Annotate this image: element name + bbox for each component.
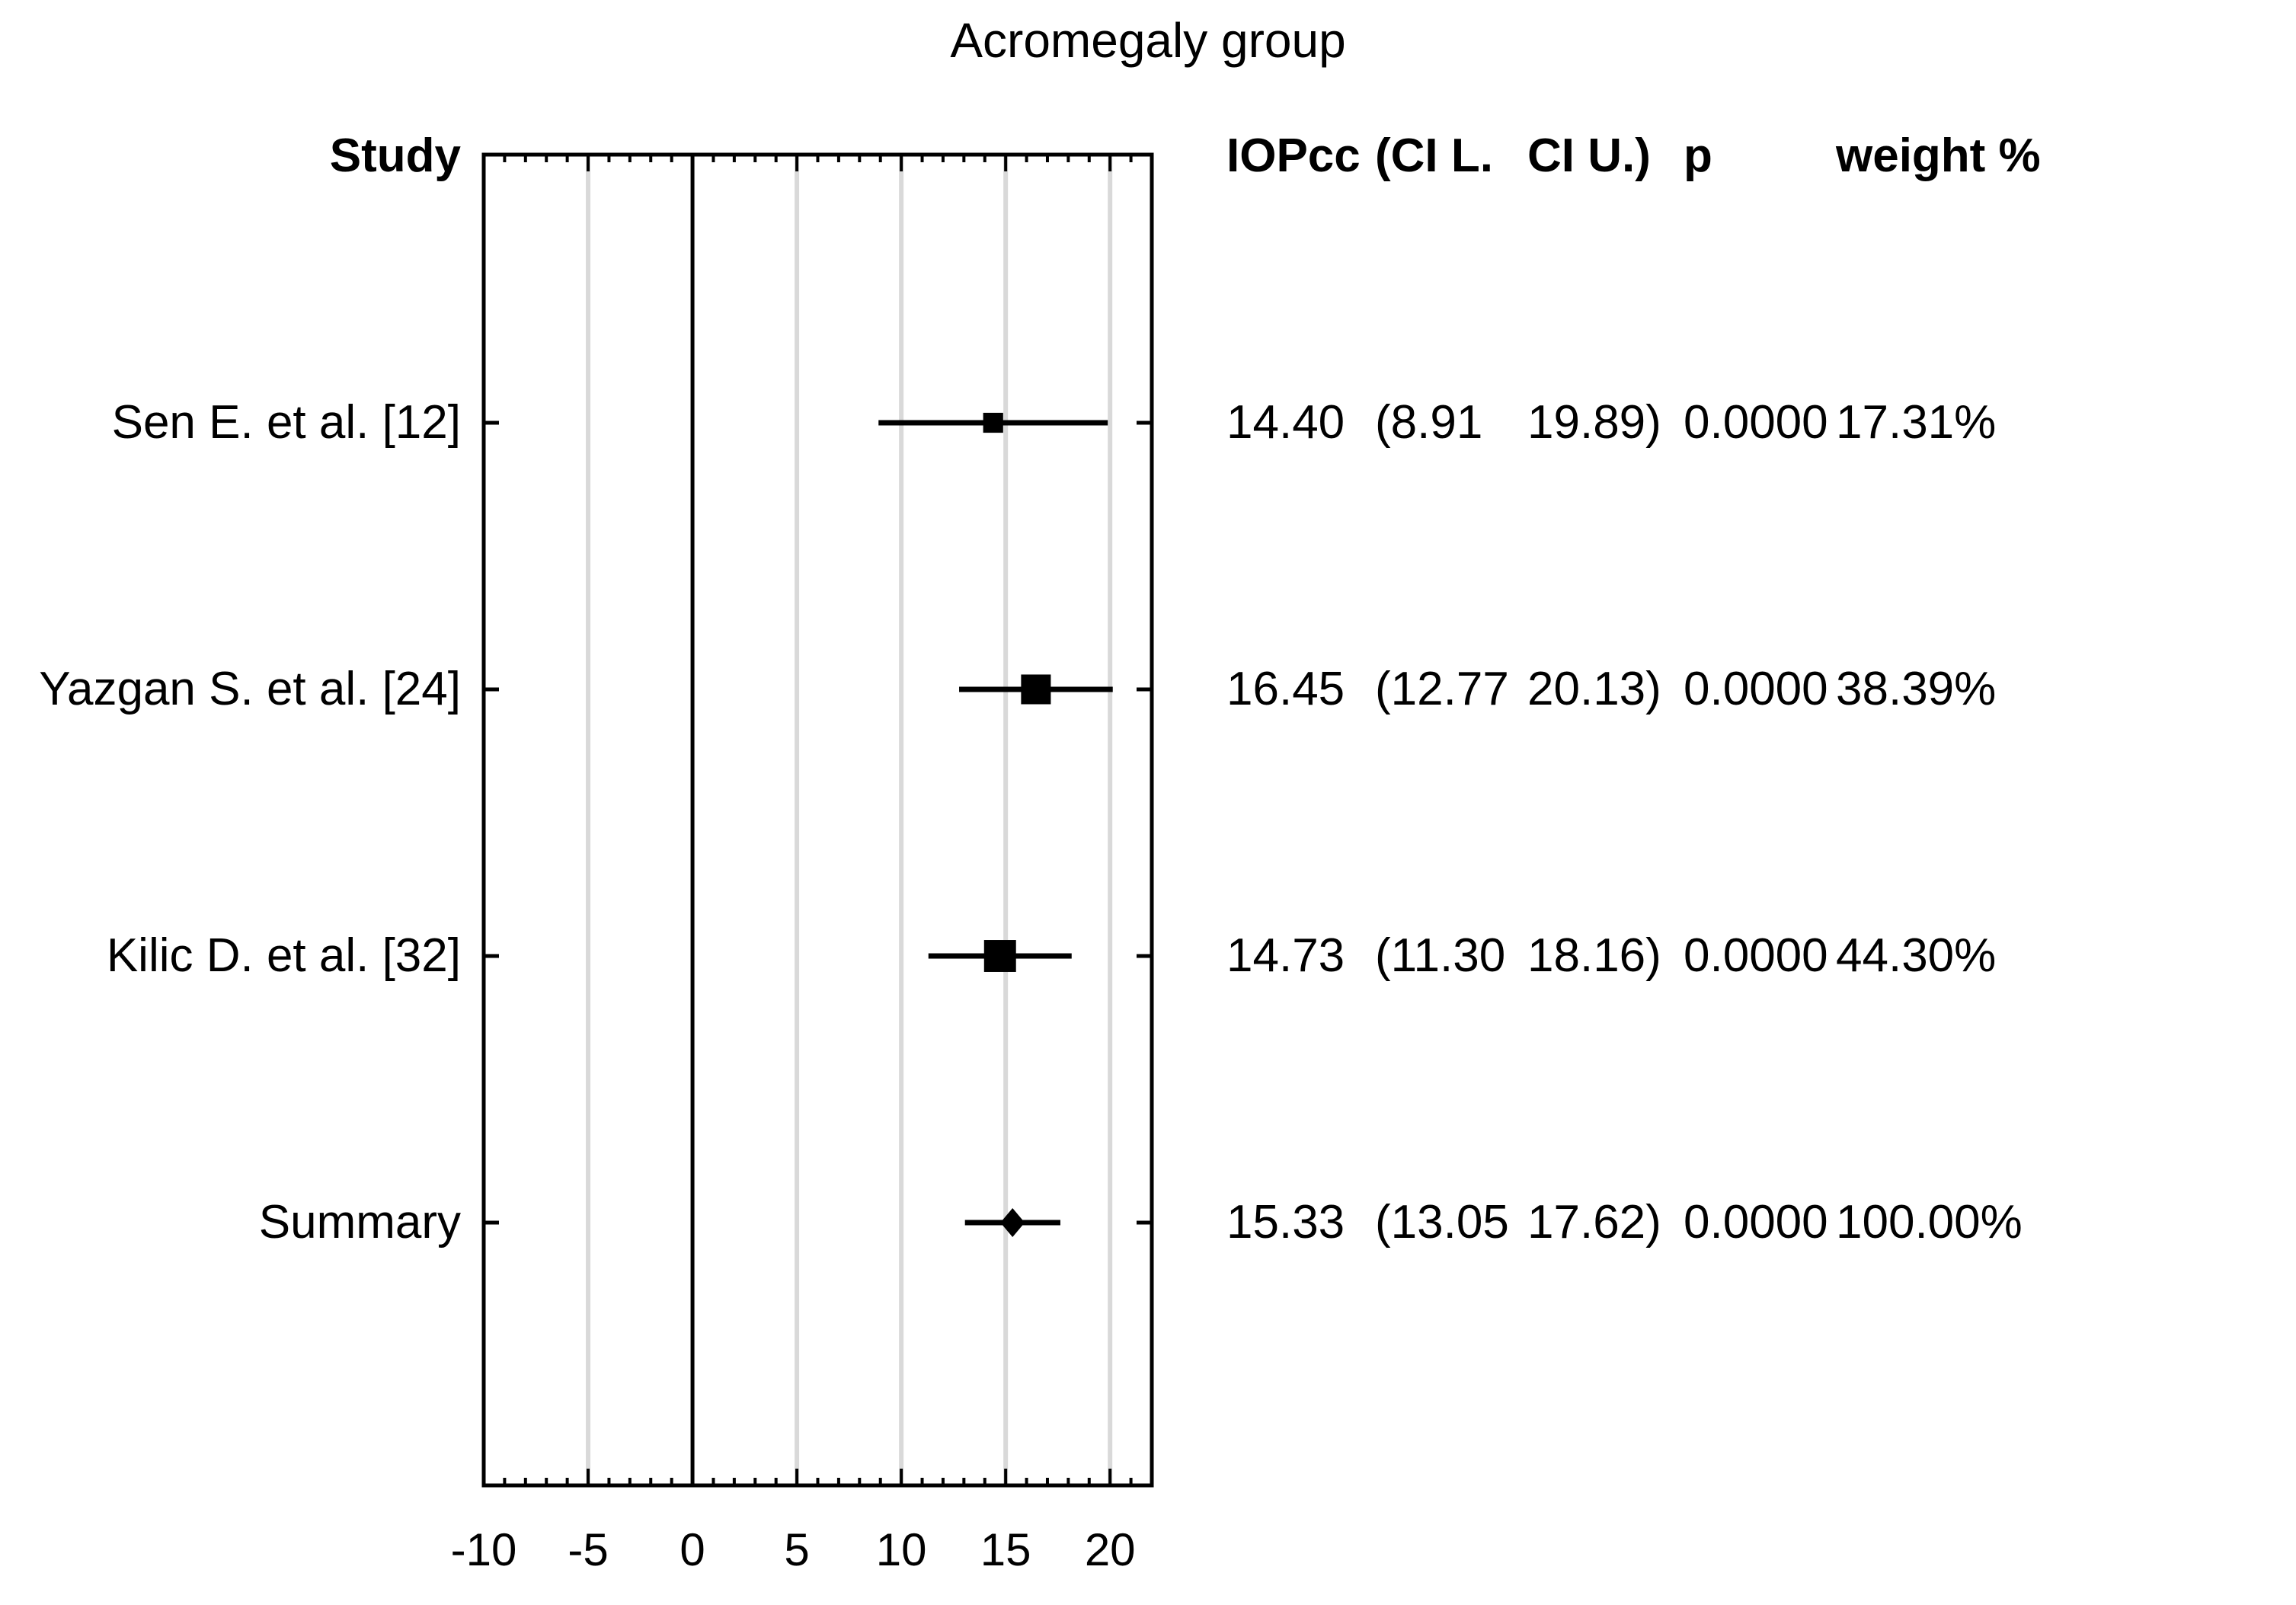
column-header-study: Study — [329, 129, 461, 182]
weight-value: 17.31% — [1836, 396, 1997, 449]
weight-value: 100.00% — [1836, 1196, 2023, 1249]
column-header-ci-upper: CI U.) — [1527, 129, 1651, 182]
column-header-p: p — [1684, 129, 1712, 182]
svg-text:-10: -10 — [451, 1524, 517, 1575]
ci-lower-value: (12.77 — [1375, 663, 1509, 715]
svg-text:5: 5 — [784, 1524, 809, 1575]
svg-text:10: 10 — [876, 1524, 927, 1575]
study-label: Yazgan S. et al. [24] — [39, 663, 461, 715]
svg-text:-5: -5 — [568, 1524, 608, 1575]
ci-upper-value: 19.89) — [1527, 396, 1661, 449]
p-value: 0.0000 — [1684, 929, 1828, 982]
iopcc-value: 15.33 — [1226, 1196, 1345, 1249]
study-label: Summary — [258, 1196, 461, 1249]
column-header-ci-lower: (CI L. — [1375, 129, 1493, 182]
p-value: 0.0000 — [1684, 663, 1828, 715]
study-label: Sen E. et al. [12] — [111, 396, 461, 449]
ci-upper-value: 20.13) — [1527, 663, 1661, 715]
ci-lower-value: (8.91 — [1375, 396, 1483, 449]
weight-value: 44.30% — [1836, 929, 1997, 982]
study-label: Kilic D. et al. [32] — [106, 929, 461, 982]
ci-upper-value: 18.16) — [1527, 929, 1661, 982]
iopcc-value: 16.45 — [1226, 663, 1345, 715]
chart-title: Acromegaly group — [950, 13, 1346, 68]
svg-text:0: 0 — [680, 1524, 705, 1575]
iopcc-value: 14.40 — [1226, 396, 1345, 449]
p-value: 0.0000 — [1684, 1196, 1828, 1249]
svg-text:15: 15 — [980, 1524, 1031, 1575]
ci-lower-value: (13.05 — [1375, 1196, 1509, 1249]
p-value: 0.0000 — [1684, 396, 1828, 449]
iopcc-value: 14.73 — [1226, 929, 1345, 982]
ci-upper-value: 17.62) — [1527, 1196, 1661, 1249]
column-header-weight: weight % — [1836, 129, 2041, 182]
svg-text:20: 20 — [1085, 1524, 1136, 1575]
ci-lower-value: (11.30 — [1375, 929, 1506, 982]
column-header-iopcc: IOPcc — [1226, 129, 1361, 182]
weight-value: 38.39% — [1836, 663, 1997, 715]
